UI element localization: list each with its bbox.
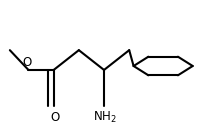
Text: O: O [23, 56, 32, 69]
Text: O: O [50, 111, 59, 124]
Text: NH$_2$: NH$_2$ [93, 110, 117, 125]
